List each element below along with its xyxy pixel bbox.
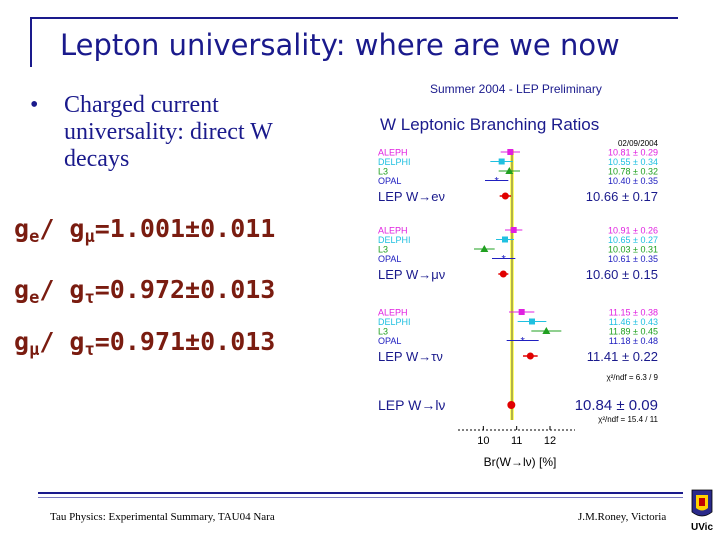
x-tick-label: 12	[544, 435, 556, 447]
coupling-subscript: τ	[84, 340, 95, 360]
logo-text: UVic	[691, 522, 713, 533]
coupling-subscript: μ	[29, 340, 40, 360]
combined-name: LEP W→μν	[378, 267, 445, 282]
entry-label: 10.40 ± 0.35	[608, 176, 658, 186]
overall-name: LEP W→lν	[378, 397, 445, 413]
coupling-subscript: τ	[84, 288, 95, 308]
ratio-line-e-mu: ge/ gμ=1.001±0.011	[14, 214, 276, 247]
entry-name: DELPHI	[378, 317, 411, 327]
entry-label: 11.15 ± 0.38	[609, 308, 658, 318]
coupling-subscript: μ	[84, 227, 95, 247]
combined-label: 11.41 ± 0.22	[587, 349, 658, 364]
chart-date: 02/09/2004	[618, 139, 659, 148]
x-tick-label: 10	[477, 435, 489, 447]
entry-name: DELPHI	[378, 235, 411, 245]
data-point	[510, 227, 517, 233]
entry-label: 10.65 ± 0.27	[608, 235, 658, 245]
footer-right-text: J.M.Roney, Victoria	[578, 511, 667, 523]
combined-point	[499, 270, 507, 278]
ratio-line-mu-tau: gμ/ gτ=0.971±0.013	[14, 327, 276, 360]
bullet-dot-icon: •	[30, 92, 39, 118]
title-top-rule	[30, 17, 678, 19]
overall-label: 10.84 ± 0.09	[575, 397, 658, 414]
title-side-rule	[30, 17, 32, 67]
data-point	[502, 236, 508, 243]
data-point	[505, 167, 514, 174]
entry-name: ALEPH	[378, 308, 408, 318]
data-point	[542, 327, 551, 334]
entry-name: OPAL	[378, 254, 401, 264]
coupling-symbol: g	[14, 214, 30, 243]
combined-label: 10.66 ± 0.17	[586, 189, 658, 204]
entry-label: 10.03 ± 0.31	[608, 245, 658, 255]
entry-label: 11.89 ± 0.45	[609, 327, 658, 337]
ratio-value: =1.001±0.011	[94, 214, 276, 243]
footer-rule	[38, 492, 683, 494]
entry-name: ALEPH	[378, 226, 408, 236]
entry-name: DELPHI	[378, 157, 411, 167]
entry-label: 11.18 ± 0.48	[609, 336, 658, 346]
combined-name: LEP W→τν	[378, 349, 443, 364]
bullet-text: Charged current universality: direct W d…	[64, 92, 273, 172]
chi2-lfu: χ²/ndf = 6.3 / 9	[606, 373, 658, 382]
footer-left-text: Tau Physics: Experimental Summary, TAU04…	[50, 511, 275, 523]
entry-name: OPAL	[378, 336, 401, 346]
coupling-symbol: g	[69, 214, 85, 243]
entry-name: ALEPH	[378, 148, 408, 158]
entry-label: 10.81 ± 0.29	[608, 148, 658, 158]
entry-label: 10.78 ± 0.32	[608, 167, 658, 177]
chi2-all: χ²/ndf = 15.4 / 11	[598, 415, 658, 424]
overall-point	[507, 401, 516, 409]
x-axis-label: Br(W→lν) [%]	[484, 455, 557, 469]
entry-name: L3	[378, 167, 388, 177]
footer-rule-shadow	[38, 497, 683, 498]
coupling-symbol: g	[69, 275, 85, 304]
ratio-line-e-tau: ge/ gτ=0.972±0.013	[14, 275, 276, 308]
coupling-subscript: e	[29, 227, 40, 247]
entry-label: 11.46 ± 0.43	[609, 317, 658, 327]
entry-name: L3	[378, 327, 388, 337]
entry-label: 10.91 ± 0.26	[608, 226, 658, 236]
combined-name: LEP W→eν	[378, 189, 445, 204]
combined-point	[526, 352, 534, 360]
data-point	[529, 318, 535, 325]
data-point	[518, 309, 525, 315]
entry-name: L3	[378, 245, 388, 255]
coupling-symbol: g	[69, 327, 85, 356]
combined-point	[501, 192, 509, 200]
slide-title: Lepton universality: where are we now	[60, 28, 620, 62]
x-tick-label: 11	[511, 435, 522, 447]
data-point: *	[521, 336, 526, 348]
coupling-subscript: e	[29, 288, 40, 308]
chart-title: W Leptonic Branching Ratios	[380, 115, 599, 134]
ratio-value: =0.971±0.013	[94, 327, 276, 356]
uvic-logo-icon: UVic	[691, 489, 713, 533]
entry-label: 10.61 ± 0.35	[608, 254, 658, 264]
combined-label: 10.60 ± 0.15	[586, 267, 658, 282]
branching-ratio-plot: Summer 2004 - LEP Preliminary W Leptonic …	[378, 82, 659, 469]
data-point	[507, 149, 514, 155]
data-point	[480, 245, 489, 252]
coupling-symbol: g	[14, 327, 30, 356]
coupling-symbol: g	[14, 275, 30, 304]
entry-name: OPAL	[378, 176, 401, 186]
data-point: *	[495, 176, 500, 188]
entry-label: 10.55 ± 0.34	[608, 157, 658, 167]
data-point	[498, 158, 505, 165]
ratio-value: =0.972±0.013	[94, 275, 276, 304]
data-point: *	[502, 254, 507, 266]
chart-header: Summer 2004 - LEP Preliminary	[430, 82, 602, 96]
